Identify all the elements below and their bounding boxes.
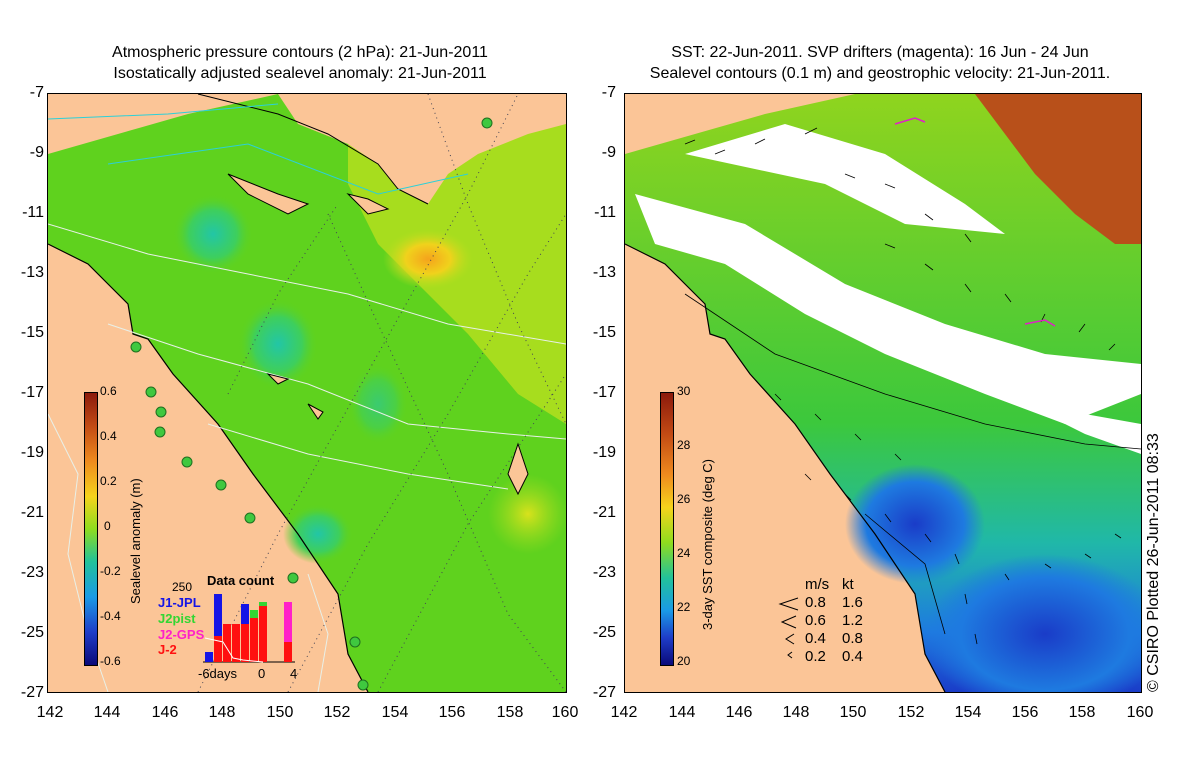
left-ytick: -15 (20, 324, 44, 341)
right-ytick: -23 (592, 564, 616, 581)
left-xtick: 160 (551, 704, 579, 721)
data-count-scale: 250 (172, 580, 193, 594)
left-xtick: 150 (266, 704, 294, 721)
mission-j1-jpl: J1-JPL (158, 595, 201, 610)
right-cb-tick-5: 20 (677, 654, 691, 668)
right-xtick: 142 (610, 704, 638, 721)
left-colorbar-label: Sealevel anomaly (m) (128, 478, 143, 604)
right-ytick: -25 (592, 624, 616, 641)
left-title-line2: Isostatically adjusted sealevel anomaly:… (113, 65, 487, 82)
right-xtick: 156 (1011, 704, 1039, 721)
mission-j2-gps: J2-GPS (158, 627, 205, 642)
vel-header-kt: kt (842, 576, 854, 593)
right-ytick: -19 (592, 444, 616, 461)
right-xtick: 148 (782, 704, 810, 721)
left-colorbar (84, 392, 98, 666)
vel-header-ms: m/s (805, 576, 830, 593)
right-colorbar-label: 3-day SST composite (deg C) (700, 459, 715, 630)
left-cb-tick-0: 0.6 (100, 384, 117, 398)
mission-j2pist: J2pist (158, 611, 196, 626)
right-cb-tick-1: 28 (677, 438, 691, 452)
data-count-x-2: 4 (290, 666, 298, 681)
left-cb-tick-2: 0.2 (100, 474, 117, 488)
right-cb-tick-2: 26 (677, 492, 691, 506)
right-xtick: 154 (954, 704, 982, 721)
right-ytick: -15 (592, 324, 616, 341)
right-cb-tick-3: 24 (677, 546, 691, 560)
sst-map (625, 94, 1141, 692)
left-title-line1: Atmospheric pressure contours (2 hPa): 2… (112, 44, 488, 61)
left-cb-tick-5: -0.4 (100, 609, 121, 623)
left-ytick: -11 (22, 204, 44, 221)
right-ytick: -11 (594, 204, 616, 221)
right-ytick: -9 (601, 144, 616, 161)
sealevel-anomaly-map (48, 94, 566, 692)
mission-j-2: J-2 (158, 642, 177, 657)
vel-row-ms: 0.4 (805, 630, 826, 647)
right-title-line1: SST: 22-Jun-2011. SVP drifters (magenta)… (671, 44, 1089, 61)
left-ytick: -27 (20, 684, 44, 701)
left-xtick: 142 (36, 704, 64, 721)
left-cb-tick-4: -0.2 (100, 564, 121, 578)
left-cb-tick-3: 0 (104, 519, 111, 533)
vel-row-ms: 0.2 (805, 648, 826, 665)
data-count-title: Data count (207, 573, 275, 588)
data-count-bars (203, 594, 295, 663)
right-xtick: 158 (1068, 704, 1096, 721)
right-ytick: -7 (601, 84, 616, 101)
vel-row-kt: 1.2 (842, 612, 863, 629)
left-cb-tick-6: -0.6 (100, 654, 121, 668)
right-xtick: 152 (897, 704, 925, 721)
left-ytick: -17 (20, 384, 44, 401)
left-ytick: -19 (20, 444, 44, 461)
left-ytick: -9 (29, 144, 44, 161)
copyright-text: © CSIRO Plotted 26-Jun-2011 08:33 (1145, 433, 1162, 692)
left-map[interactable] (47, 93, 567, 693)
right-title-line2: Sealevel contours (0.1 m) and geostrophi… (649, 65, 1111, 82)
data-count-x-0: -6days (198, 666, 238, 681)
left-ytick: -23 (20, 564, 44, 581)
right-xtick: 150 (839, 704, 867, 721)
vel-legend-arrows (778, 597, 799, 659)
right-ytick: -27 (592, 684, 616, 701)
left-xtick: 152 (323, 704, 351, 721)
right-map[interactable] (624, 93, 1142, 693)
right-ytick: -17 (592, 384, 616, 401)
left-xtick: 156 (438, 704, 466, 721)
vel-row-ms: 0.8 (805, 594, 826, 611)
left-xtick: 154 (381, 704, 409, 721)
right-xtick: 144 (668, 704, 696, 721)
vel-row-kt: 0.8 (842, 630, 863, 647)
left-xtick: 144 (93, 704, 121, 721)
right-cb-tick-0: 30 (677, 384, 691, 398)
left-ytick: -7 (29, 84, 44, 101)
left-cb-tick-1: 0.4 (100, 429, 117, 443)
right-cb-tick-4: 22 (677, 600, 691, 614)
vel-row-kt: 0.4 (842, 648, 863, 665)
left-ytick: -13 (20, 264, 44, 281)
left-xtick: 158 (496, 704, 524, 721)
left-ytick: -25 (20, 624, 44, 641)
left-xtick: 146 (151, 704, 179, 721)
right-colorbar (660, 392, 674, 666)
right-ytick: -13 (592, 264, 616, 281)
data-count-x-1: 0 (258, 666, 266, 681)
vel-row-kt: 1.6 (842, 594, 863, 611)
left-xtick: 148 (208, 704, 236, 721)
right-xtick: 146 (725, 704, 753, 721)
right-xtick: 160 (1126, 704, 1154, 721)
left-ytick: -21 (20, 504, 44, 521)
right-ytick: -21 (592, 504, 616, 521)
vel-row-ms: 0.6 (805, 612, 826, 629)
